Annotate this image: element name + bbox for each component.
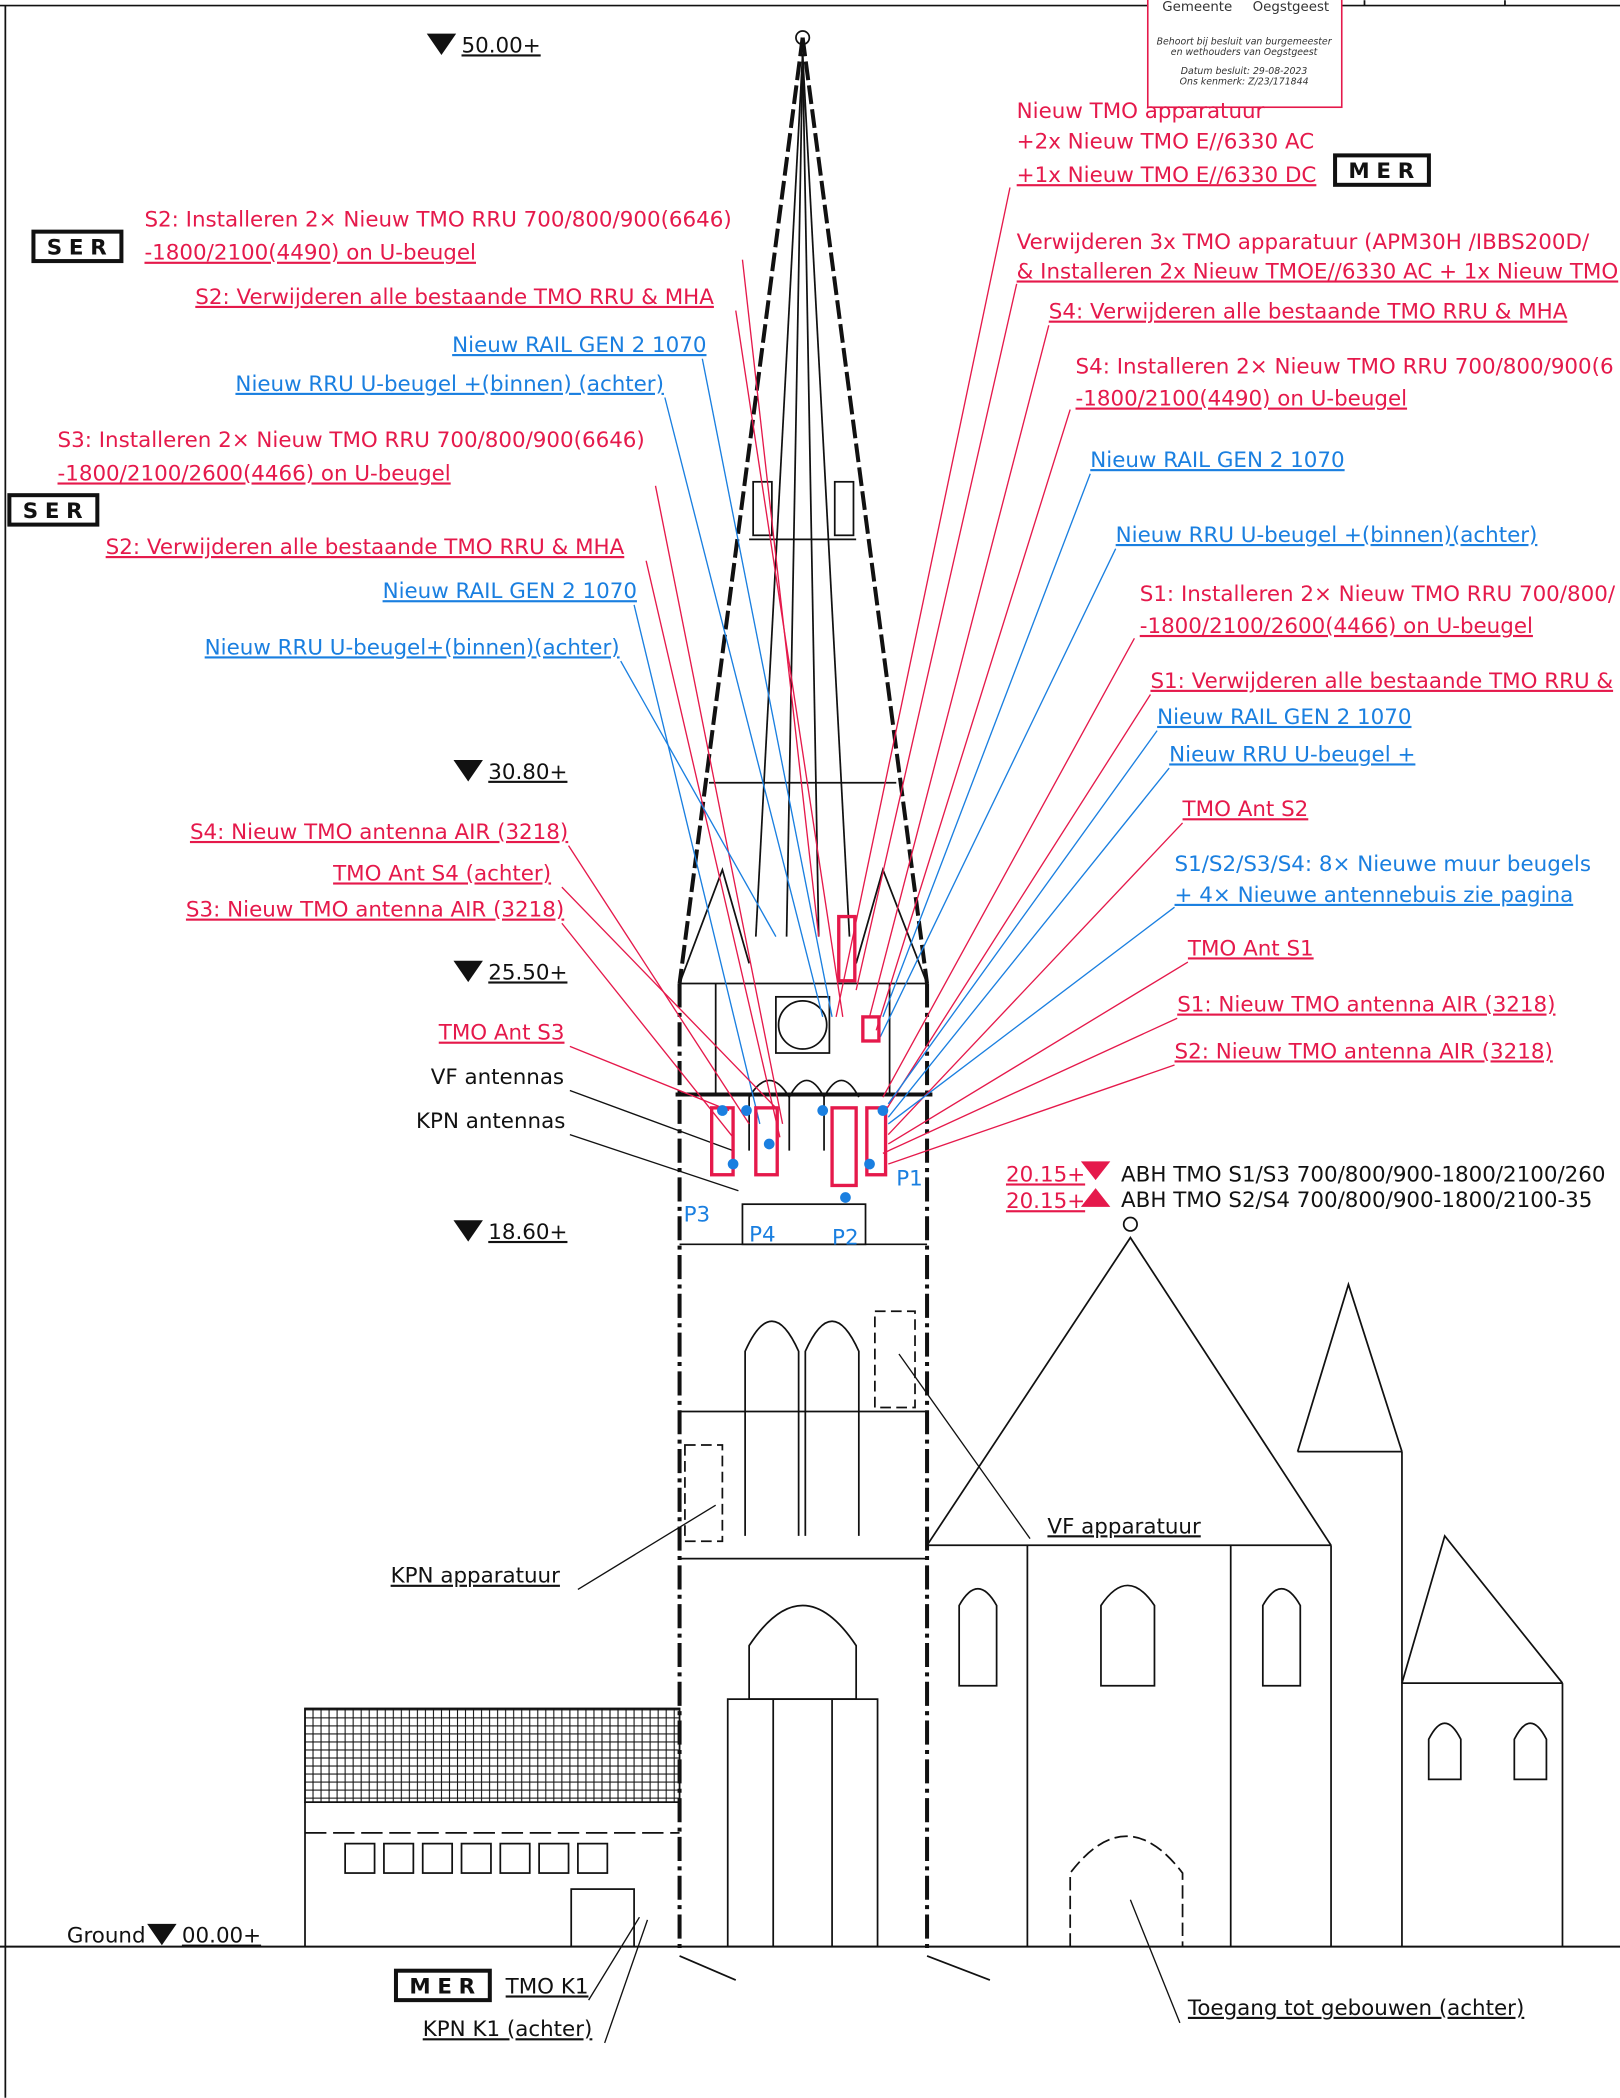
annotation: Nieuw RAIL GEN 2 1070 [1157, 705, 1411, 730]
level-label: 50.00+ [462, 33, 541, 58]
annotation: P3 [684, 1203, 711, 1228]
annotation: S1/S2/S3/S4: 8× Nieuwe muur beugels [1175, 852, 1592, 877]
stamp-box-label: MER [1348, 159, 1420, 184]
annotation: VF apparatuur [1047, 1514, 1201, 1539]
annotation: S1: Nieuw TMO antenna AIR (3218) [1177, 993, 1555, 1018]
annotation: KPN antennas [416, 1109, 565, 1134]
annotation: Verwijderen 3x TMO apparatuur (APM30H /I… [1017, 230, 1590, 255]
annotation: Nieuw TMO apparatuur [1017, 99, 1265, 124]
mount-bracket [840, 1192, 851, 1203]
level-label: 20.15+ [1006, 1189, 1085, 1214]
mount-bracket [728, 1159, 739, 1170]
annotation: Nieuw RRU U-beugel+(binnen)(achter) [205, 635, 620, 660]
stamp-box-label: MER [409, 1974, 481, 1999]
annotation: TMO Ant S1 [1187, 936, 1314, 961]
stamp-text: Oegstgeest [1253, 0, 1330, 15]
annotation: -1800/2100(4490) on U-beugel [1076, 387, 1408, 412]
annotation: Nieuw RAIL GEN 2 1070 [452, 333, 706, 358]
annotation: TMO Ant S3 [438, 1021, 565, 1046]
mount-bracket [764, 1139, 775, 1150]
mount-bracket [817, 1105, 828, 1116]
annotation: KPN apparatuur [391, 1564, 561, 1589]
stamp: Gemeente Oegstgeest Behoort bij besluit … [1148, 0, 1342, 107]
level-label: 00.00+ [182, 1924, 261, 1949]
annotation: P2 [832, 1225, 859, 1250]
annotation: S1: Verwijderen alle bestaande TMO RRU & [1150, 669, 1613, 694]
annotation: +2x Nieuw TMO E//6330 AC [1017, 130, 1314, 155]
stamp-text: Gemeente [1162, 0, 1232, 15]
annotation: TMO K1 [505, 1974, 589, 1999]
annotation: S2: Verwijderen alle bestaande TMO RRU &… [195, 285, 714, 310]
level-label: 25.50+ [488, 960, 567, 985]
stamp-text: Behoort bij besluit van burgemeester [1157, 36, 1333, 47]
stamp-text: Datum besluit: 29-08-2023 [1181, 66, 1308, 77]
level-label: 18.60+ [488, 1220, 567, 1245]
annotation: S4: Verwijderen alle bestaande TMO RRU &… [1049, 300, 1568, 325]
stamp-box-label: SER [47, 235, 114, 260]
annotation: ABH TMO S2/S4 700/800/900-1800/2100-35 [1121, 1188, 1592, 1213]
level-label: 20.15+ [1006, 1162, 1085, 1187]
mount-bracket [717, 1105, 728, 1116]
annotation: Nieuw RRU U-beugel +(binnen) (achter) [235, 372, 664, 397]
annotation: P4 [749, 1223, 776, 1248]
annotation: -1800/2100/2600(4466) on U-beugel [1140, 614, 1533, 639]
annotation: ABH TMO S1/S3 700/800/900-1800/2100/260 [1121, 1162, 1605, 1187]
stamp-text: Ons kenmerk: Z/23/171844 [1180, 76, 1309, 87]
stamp-box-label: SER [23, 499, 90, 524]
ground-label: Ground [67, 1924, 146, 1949]
annotation: S2: Nieuw TMO antenna AIR (3218) [1175, 1039, 1553, 1064]
annotation: Nieuw RRU U-beugel + [1169, 742, 1415, 767]
annotation: & Installeren 2x Nieuw TMOE//6330 AC + 1… [1017, 259, 1619, 284]
annotation: Nieuw RRU U-beugel +(binnen)(achter) [1116, 523, 1538, 548]
mount-bracket [878, 1105, 889, 1116]
annotation: VF antennas [431, 1065, 564, 1090]
annotation: S3: Installeren 2× Nieuw TMO RRU 700/800… [58, 428, 645, 453]
roof-tiles [305, 1709, 680, 1803]
annotation: S2: Installeren 2× Nieuw TMO RRU 700/800… [144, 207, 731, 232]
annotation: Toegang tot gebouwen (achter) [1187, 1996, 1524, 2021]
annotation: +1x Nieuw TMO E//6330 DC [1017, 163, 1317, 188]
annotation: S2: Verwijderen alle bestaande TMO RRU &… [106, 535, 625, 560]
annotation: TMO Ant S4 (achter) [332, 861, 551, 886]
level-label: 30.80+ [488, 760, 567, 785]
mount-bracket [864, 1159, 875, 1170]
stamp-text: en wethouders van Oegstgeest [1171, 47, 1318, 58]
annotation: Nieuw RAIL GEN 2 1070 [383, 579, 637, 604]
annotation: S4: Nieuw TMO antenna AIR (3218) [190, 820, 568, 845]
annotation: Nieuw RAIL GEN 2 1070 [1090, 448, 1344, 473]
annotation: + 4× Nieuwe antennebuis zie pagina [1175, 883, 1574, 908]
annotation: -1800/2100/2600(4466) on U-beugel [58, 461, 451, 486]
annotation: KPN K1 (achter) [423, 2017, 593, 2042]
mount-bracket [741, 1105, 752, 1116]
annotation: -1800/2100(4490) on U-beugel [144, 241, 476, 266]
drawing: Gemeente Oegstgeest Behoort bij besluit … [0, 0, 1620, 2098]
annotation: TMO Ant S2 [1182, 797, 1309, 822]
annotation: S3: Nieuw TMO antenna AIR (3218) [186, 898, 564, 923]
annotation: S4: Installeren 2× Nieuw TMO RRU 700/800… [1076, 354, 1614, 379]
annotation: S1: Installeren 2× Nieuw TMO RRU 700/800… [1140, 582, 1616, 607]
annotation: P1 [896, 1166, 923, 1191]
